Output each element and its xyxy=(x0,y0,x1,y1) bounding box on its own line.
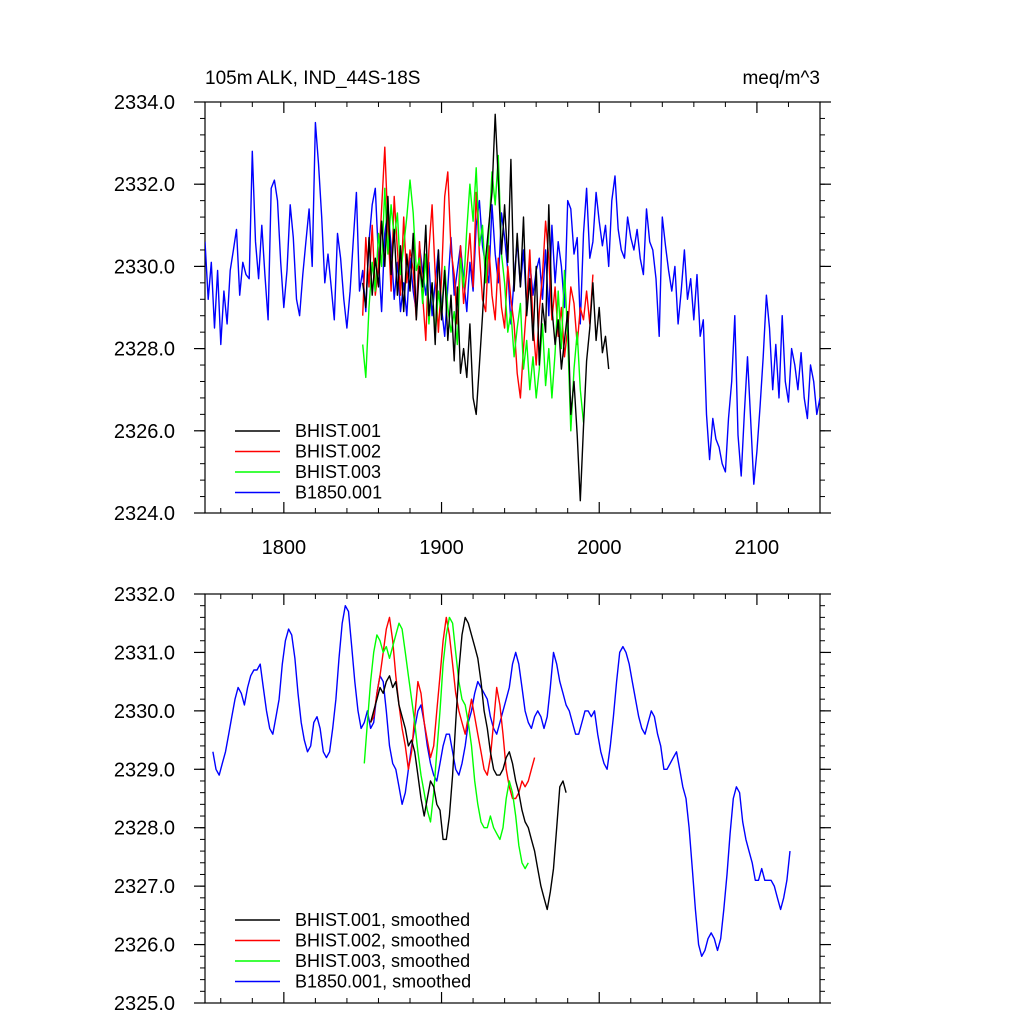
x-tick-label: 2000 xyxy=(577,537,622,559)
legend-label: BHIST.002 xyxy=(295,442,381,462)
series-line-bhist-002 xyxy=(362,146,594,399)
y-tick-label: 2324.0 xyxy=(114,503,175,525)
y-tick-label: 2331.0 xyxy=(114,642,175,664)
chart-title: 105m ALK, IND_44S-18S xyxy=(205,68,420,89)
legend-label: BHIST.003, smoothed xyxy=(295,951,470,971)
bottom-panel: 2325.0 2326.0 2327.0 2328.0 2329.0 2330.0 2331… xyxy=(114,584,831,1015)
legend-label: B1850.001, smoothed xyxy=(295,972,471,992)
y-tick-label: 2328.0 xyxy=(114,339,175,361)
legend-label: BHIST.001, smoothed xyxy=(295,910,470,930)
x-tick-label: 1900 xyxy=(419,537,464,559)
x-tick-label: 2100 xyxy=(735,537,780,559)
legend-label: BHIST.001 xyxy=(295,421,381,441)
y-tick-label: 2326.0 xyxy=(114,935,175,957)
series-line-bhist-001-smoothed xyxy=(369,616,567,911)
series-line-b1850-001-smoothed xyxy=(212,605,791,957)
y-tick-label: 2334.0 xyxy=(114,92,175,114)
units-label: meq/m^3 xyxy=(742,68,820,89)
plot-frame xyxy=(204,101,821,514)
x-tick-label: 1800 xyxy=(262,537,307,559)
legend-label: B1850.001 xyxy=(295,483,382,503)
y-tick-label: 2330.0 xyxy=(114,256,175,278)
top-panel: 1800 1900 2000 2100 2324.0 2326.0 2328.0 2330.0… xyxy=(114,68,831,559)
y-tick-label: 2329.0 xyxy=(114,759,175,781)
legend-label: BHIST.003 xyxy=(295,462,381,482)
y-tick-label: 2332.0 xyxy=(114,584,175,606)
legend-label: BHIST.002, smoothed xyxy=(295,931,470,951)
y-tick-label: 2327.0 xyxy=(114,876,175,898)
series-line-bhist-001 xyxy=(362,113,610,502)
plot-frame xyxy=(204,593,821,1004)
y-tick-label: 2328.0 xyxy=(114,818,175,840)
y-tick-label: 2330.0 xyxy=(114,701,175,723)
series-line-bhist-003-smoothed xyxy=(363,616,529,870)
y-tick-label: 2332.0 xyxy=(114,174,175,196)
y-tick-label: 2325.0 xyxy=(114,993,175,1015)
y-tick-label: 2326.0 xyxy=(114,421,175,443)
